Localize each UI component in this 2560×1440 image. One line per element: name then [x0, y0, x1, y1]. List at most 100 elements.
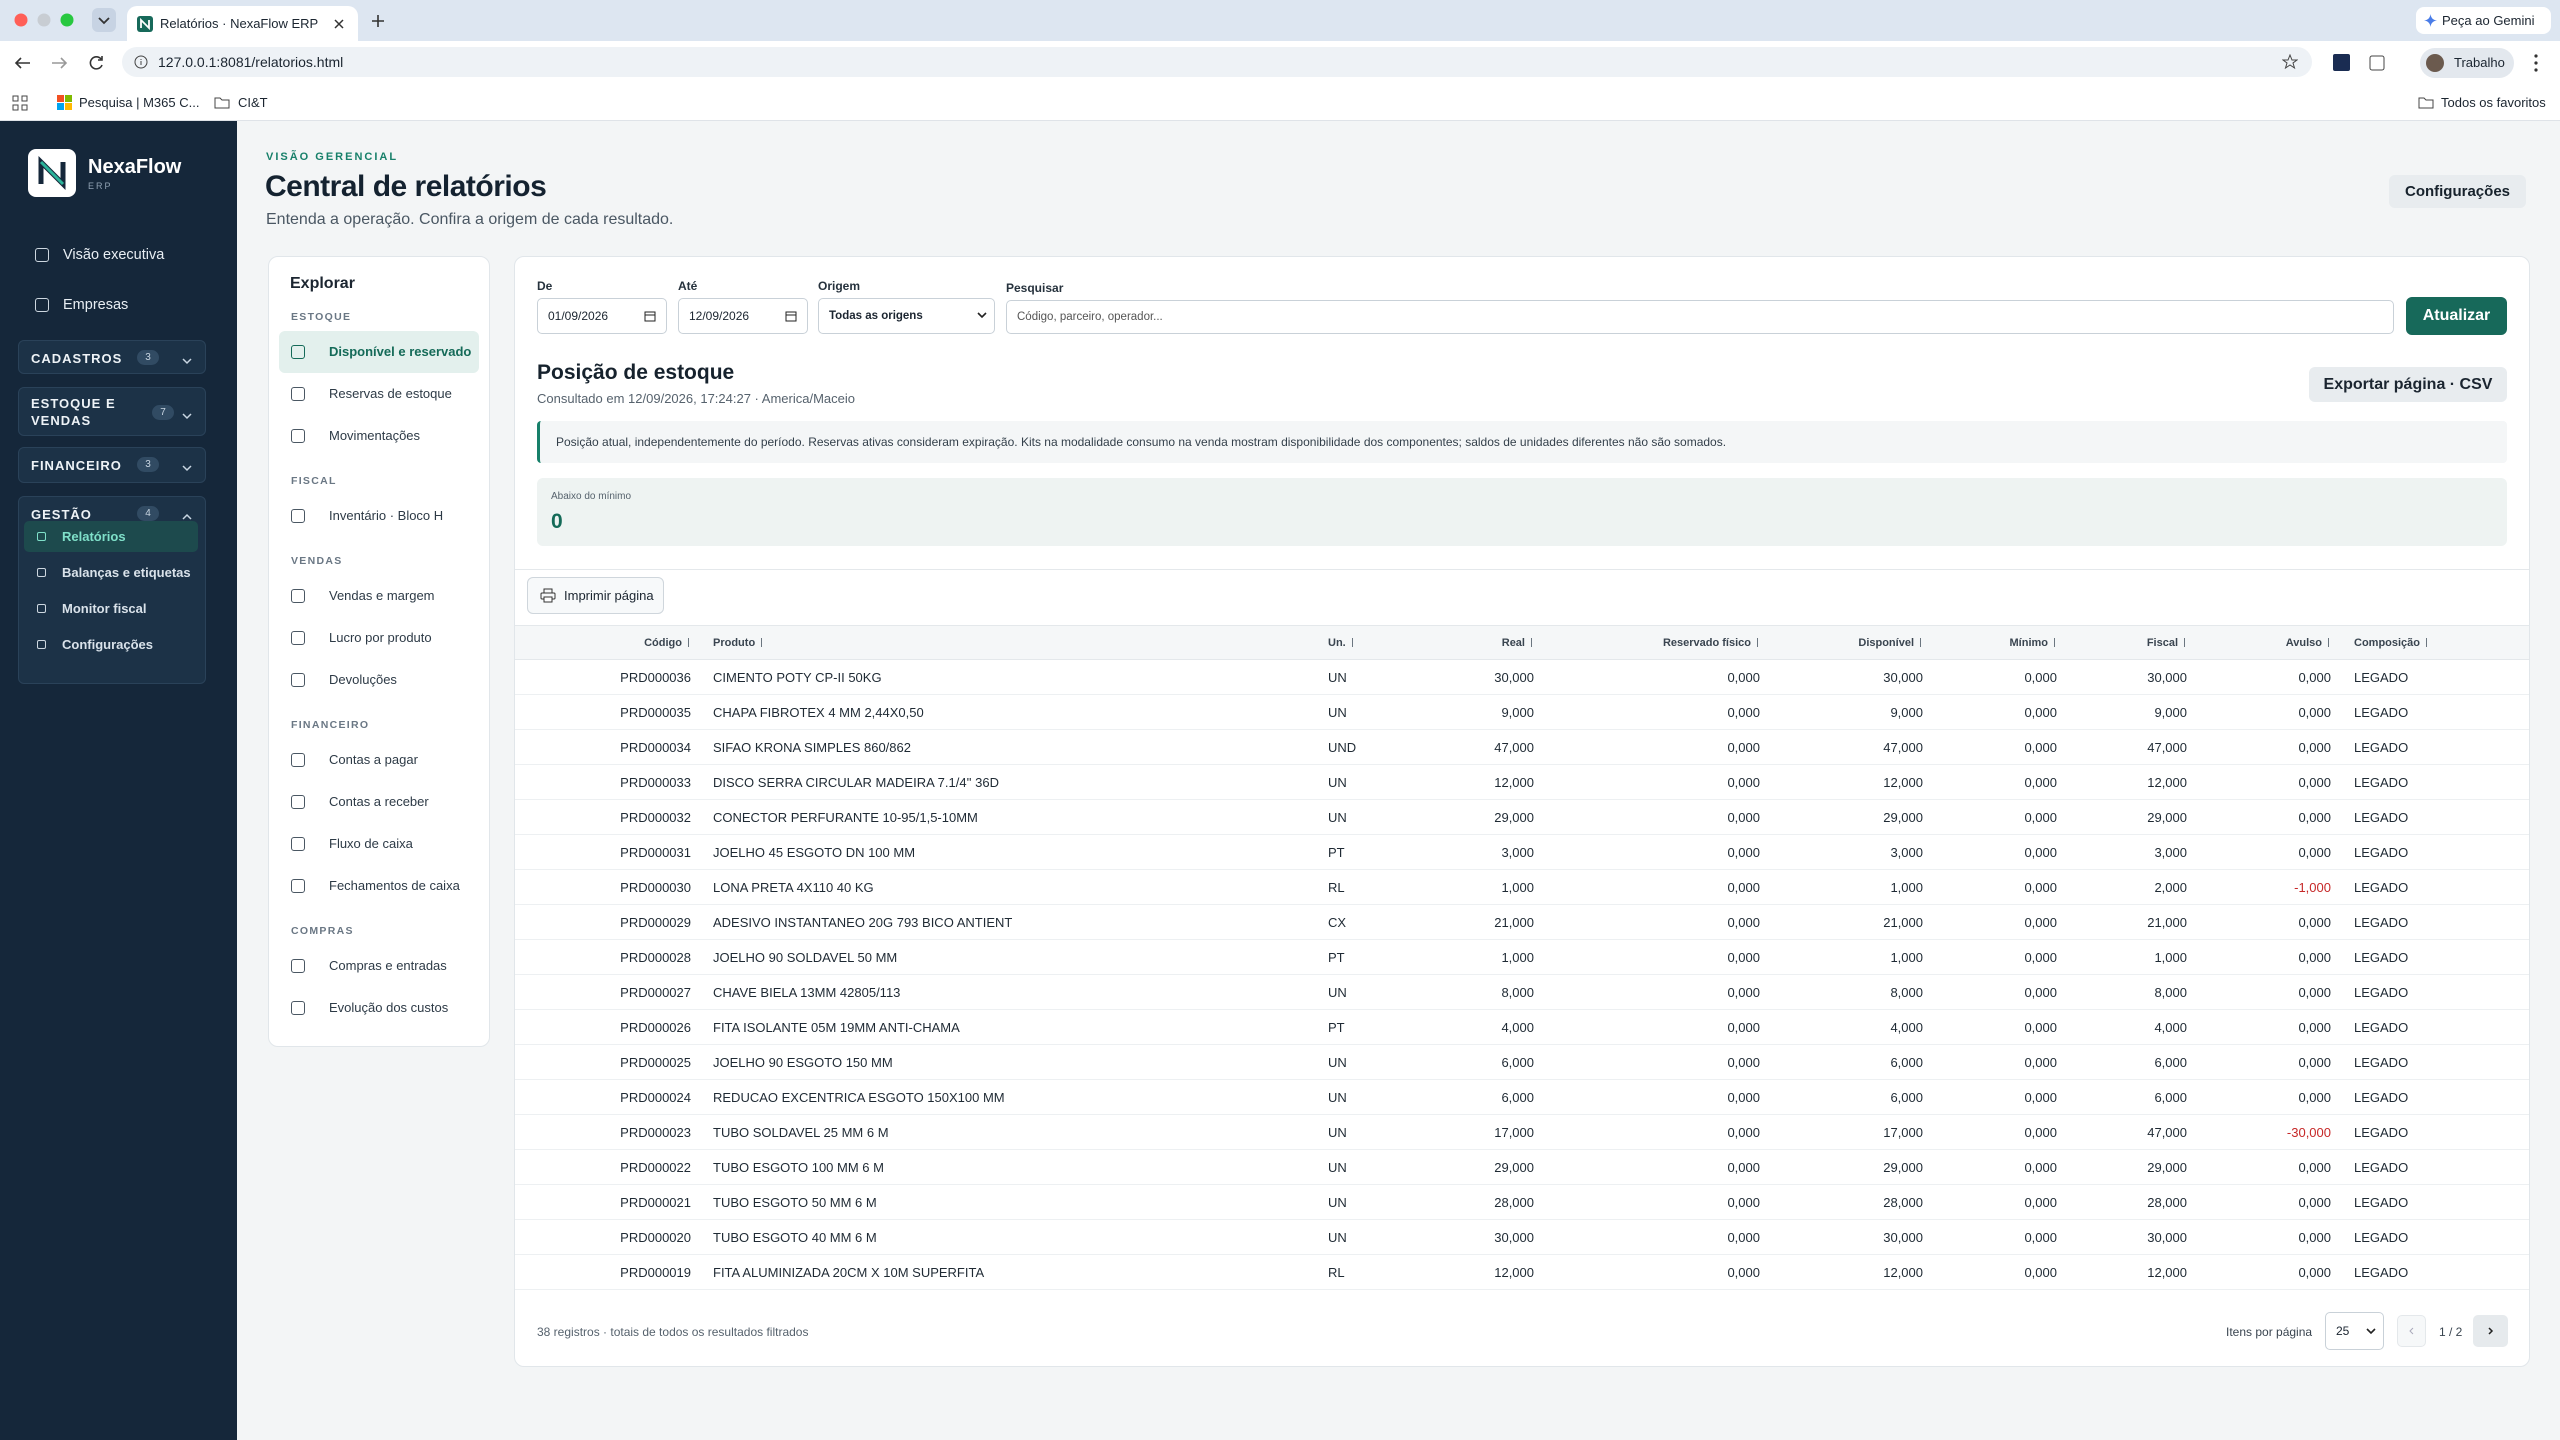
table-cell: PRD000036 — [515, 659, 701, 695]
table-cell: 6,000 — [2067, 1044, 2197, 1080]
nav-group-count: 7 — [152, 405, 174, 420]
table-cell: 6,000 — [1446, 1079, 1544, 1115]
table-cell: 0,000 — [1933, 834, 2067, 870]
table-cell: ADESIVO INSTANTANEO 20G 793 BICO ANTIENT — [701, 904, 1318, 940]
nav-group[interactable]: FINANCEIRO 3 — [18, 447, 206, 483]
table-cell: 30,000 — [1446, 1219, 1544, 1255]
table-cell: 28,000 — [1770, 1184, 1933, 1220]
print-button[interactable]: Imprimir página — [527, 577, 664, 614]
nav-item[interactable]: Balanças e etiquetas — [24, 557, 198, 588]
column-header[interactable]: Un. — [1318, 625, 1446, 660]
explore-item-label: Fluxo de caixa — [329, 836, 413, 851]
table-cell: PRD000024 — [515, 1079, 701, 1115]
explore-item[interactable]: Movimentações — [279, 415, 479, 457]
table-cell: LEGADO — [2341, 834, 2529, 870]
folder-icon — [214, 97, 230, 109]
nav-item[interactable]: Monitor fiscal — [24, 593, 198, 624]
origin-select[interactable]: Todas as origens — [818, 298, 995, 334]
extension-icons[interactable] — [2330, 51, 2390, 75]
explore-item[interactable]: Vendas e margem — [279, 575, 479, 617]
kpi-value: 0 — [551, 510, 563, 533]
profile-button[interactable]: Trabalho — [2420, 48, 2514, 78]
table-cell: UN — [1318, 1044, 1446, 1080]
table-cell: 1,000 — [2067, 939, 2197, 975]
date-to[interactable]: 12/09/2026 — [678, 298, 808, 334]
nav-item[interactable]: Configurações — [24, 629, 198, 660]
table-cell: 29,000 — [1446, 1149, 1544, 1185]
new-tab[interactable] — [369, 12, 387, 30]
nav-item-label: Configurações — [62, 637, 154, 652]
column-header[interactable]: Código — [515, 625, 701, 660]
tab-close[interactable] — [332, 17, 346, 31]
table-cell: 0,000 — [1544, 1219, 1770, 1255]
column-header[interactable]: Avulso — [2197, 625, 2341, 660]
prev-icon — [2409, 1327, 2414, 1335]
table-cell: DISCO SERRA CIRCULAR MADEIRA 7.1/4'' 36D — [701, 764, 1318, 800]
explore-item[interactable]: Inventário · Bloco H — [279, 495, 479, 537]
column-label: Disponível — [1858, 636, 1914, 649]
printer-icon — [540, 588, 556, 603]
column-header[interactable]: Mínimo — [1933, 625, 2067, 660]
explore-item[interactable]: Lucro por produto — [279, 617, 479, 659]
table-cell: 0,000 — [2197, 1044, 2341, 1080]
explore-item[interactable]: Contas a pagar — [279, 739, 479, 781]
prev-page[interactable] — [2397, 1315, 2426, 1347]
column-header[interactable]: Fiscal — [2067, 625, 2197, 660]
table-body: PRD000036 CIMENTO POTY CP-II 50KG UN 30,000… — [515, 659, 2529, 1290]
gemini-button[interactable]: Peça ao Gemini — [2416, 7, 2551, 34]
table-cell: 12,000 — [2067, 764, 2197, 800]
date-from[interactable]: 01/09/2026 — [537, 298, 667, 334]
table-cell: 0,000 — [1933, 799, 2067, 835]
table-cell: 12,000 — [1446, 1254, 1544, 1290]
explore-item-label: Movimentações — [329, 428, 421, 443]
refresh-button[interactable]: Atualizar — [2406, 297, 2507, 335]
nav-link[interactable]: Empresas — [20, 293, 210, 319]
url-bar[interactable]: 127.0.0.1:8081/relatorios.html — [122, 47, 2312, 77]
browser-menu[interactable] — [2530, 53, 2542, 73]
table-cell: PRD000032 — [515, 799, 701, 835]
table-row: PRD000029 ADESIVO INSTANTANEO 20G 793 BIC… — [515, 904, 2529, 940]
table-cell: FITA ALUMINIZADA 20CM X 10M SUPERFITA — [701, 1254, 1318, 1290]
table-cell: 28,000 — [2067, 1184, 2197, 1220]
column-header[interactable]: Composição — [2341, 625, 2529, 660]
bookmark-star[interactable] — [2282, 54, 2298, 70]
nav-buttons[interactable] — [10, 51, 110, 75]
explore-item[interactable]: Evolução dos custos — [279, 987, 479, 1029]
column-header[interactable]: Produto — [701, 625, 1318, 660]
nav-group[interactable]: ESTOQUE E VENDAS 7 — [18, 387, 206, 436]
apps-icon[interactable] — [12, 95, 28, 111]
table-cell: 3,000 — [1770, 834, 1933, 870]
explore-item[interactable]: Reservas de estoque — [279, 373, 479, 415]
search-input[interactable]: Código, parceiro, operador... — [1006, 300, 2394, 334]
table-cell: PRD000033 — [515, 764, 701, 800]
table-row: PRD000022 TUBO ESGOTO 100 MM 6 M UN 29,000 0… — [515, 1149, 2529, 1185]
column-header[interactable]: Disponível — [1770, 625, 1933, 660]
per-page-select[interactable]: 25 — [2325, 1312, 2384, 1350]
gemini-label: Peça ao Gemini — [2442, 13, 2535, 28]
site-info[interactable] — [134, 55, 148, 69]
browser-tab[interactable]: Relatórios · NexaFlow ERP — [127, 6, 358, 41]
next-page[interactable] — [2473, 1315, 2508, 1347]
explore-item[interactable]: Fechamentos de caixa — [279, 865, 479, 907]
explore-item[interactable]: Fluxo de caixa — [279, 823, 479, 865]
export-button[interactable]: Exportar página · CSV — [2309, 367, 2507, 402]
nav-group-label: FINANCEIRO — [31, 458, 122, 473]
explore-item[interactable]: Contas a receber — [279, 781, 479, 823]
explore-item[interactable]: Compras e entradas — [279, 945, 479, 987]
nav-link[interactable]: Visão executiva — [20, 243, 210, 269]
nav-link-label: Visão executiva — [63, 247, 165, 263]
explore-item[interactable]: Disponível e reservado — [279, 331, 479, 373]
nav-item-label: Monitor fiscal — [62, 601, 147, 616]
table-cell: 30,000 — [1446, 659, 1544, 695]
nav-item[interactable]: Relatórios — [24, 521, 198, 552]
table-cell: FITA ISOLANTE 05M 19MM ANTI-CHAMA — [701, 1009, 1318, 1045]
icon — [291, 795, 305, 809]
column-header[interactable]: Reservado físico — [1544, 625, 1770, 660]
settings-button[interactable]: Configurações — [2389, 175, 2526, 208]
icon — [291, 879, 305, 893]
column-header[interactable]: Real — [1446, 625, 1544, 660]
table-cell: 12,000 — [2067, 1254, 2197, 1290]
explore-item[interactable]: Devoluções — [279, 659, 479, 701]
table-cell: 0,000 — [2197, 939, 2341, 975]
nav-group[interactable]: CADASTROS 3 — [18, 340, 206, 374]
